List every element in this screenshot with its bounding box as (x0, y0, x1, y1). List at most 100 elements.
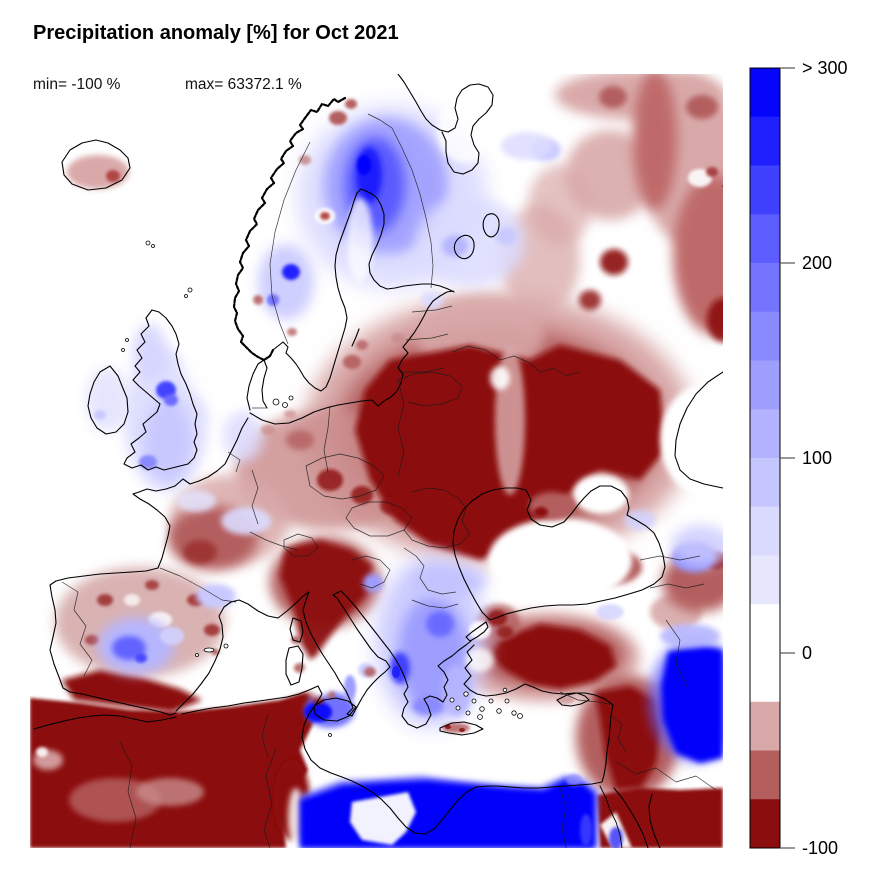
anomaly-field-blob (344, 675, 356, 701)
coast-turkey-levant (463, 644, 614, 789)
anomaly-field-blob (139, 455, 157, 469)
colorbar-segment (750, 263, 780, 313)
coast-sinai (613, 787, 661, 848)
anomaly-field-blob (356, 147, 382, 203)
anomaly-field-blob (135, 653, 147, 663)
anomaly-field-blob (164, 394, 178, 406)
anomaly-field-blob (133, 324, 167, 380)
coast-norway-fjords (232, 96, 347, 362)
anomaly-field-blob (261, 425, 275, 435)
colorbar-tick-label: 200 (802, 253, 832, 273)
island-corsica (289, 617, 304, 643)
coast-west-europe (49, 417, 249, 716)
anomaly-field-blob (180, 297, 270, 407)
anomaly-field-blob (350, 792, 416, 845)
coast-scandinavia (272, 188, 455, 392)
colorbar-segment (750, 701, 780, 751)
island-sicily (313, 697, 357, 722)
anomaly-field-blob (94, 410, 106, 420)
coast-arctic-ne (722, 185, 723, 188)
anomaly-field-blob (501, 132, 553, 160)
anomaly-field-blob (495, 227, 517, 245)
anomaly-field-blob (529, 492, 575, 520)
coast-iceland (61, 139, 131, 191)
anomaly-field-blob (596, 604, 624, 620)
anomaly-field-blob (86, 368, 130, 432)
anomaly-field-blob (411, 564, 487, 598)
anomaly-field-blob (600, 249, 628, 275)
anomaly-field-blob (661, 645, 723, 763)
colorbar-segment (750, 458, 780, 508)
anomaly-field-blob (282, 264, 300, 280)
anomaly-field-blob (426, 611, 454, 637)
min-value-label: min= -100 % (33, 76, 121, 93)
anomaly-field-blob (357, 155, 371, 175)
colorbar-tick-label: 0 (802, 643, 812, 663)
anomaly-field-blob (183, 540, 217, 564)
colorbar-segment (750, 409, 780, 459)
anomaly-field-layer (30, 74, 723, 848)
anomaly-field-blob (671, 525, 723, 567)
lake-ladoga (453, 234, 475, 260)
anomaly-field-blob (466, 648, 494, 672)
anomaly-field-blob (566, 774, 582, 786)
anomaly-field-blob (223, 410, 263, 462)
colorbar-segment (750, 653, 780, 703)
anomaly-field-blob (579, 290, 601, 310)
anomaly-field-blob (497, 626, 513, 638)
coast-caspian (674, 371, 723, 489)
anomaly-field-blob (686, 95, 718, 119)
anomaly-field-blob (286, 430, 314, 450)
minmax-annotation: min= -100 % max= 63372.1 % (33, 76, 302, 94)
anomaly-field-blob (488, 518, 632, 602)
anomaly-field-blob (364, 667, 376, 677)
coast-africa-mediterranean (181, 685, 489, 835)
anomaly-field-blob (287, 328, 297, 336)
colorbar-tick-label: -100 (802, 838, 838, 858)
anomaly-field-blob (363, 574, 383, 592)
colorbar-segment (750, 604, 780, 654)
anomaly-field-blob (660, 385, 723, 495)
anomaly-field-blob (136, 778, 204, 806)
anomaly-field-blob (596, 788, 723, 848)
colorbar-tick-label: 100 (802, 448, 832, 468)
anomaly-field-blob (707, 298, 723, 342)
colorbar-segment (750, 555, 780, 605)
island-cyprus (556, 692, 590, 707)
anomaly-field-blob (445, 725, 451, 729)
anomaly-field-blob (430, 732, 506, 768)
coast-marmara (465, 621, 489, 642)
anomaly-field-blob (302, 658, 334, 698)
anomaly-field-blob (391, 333, 405, 343)
anomaly-field-blob (221, 507, 271, 535)
anomaly-field-blob (294, 663, 306, 673)
island-sardinia (285, 645, 304, 686)
anomaly-field-blob (335, 714, 445, 762)
colorbar-segment (750, 750, 780, 800)
anomaly-field-blob (225, 622, 285, 658)
anomaly-field-blob (442, 665, 472, 717)
colorbar-tick-label: > 300 (802, 58, 848, 78)
anomaly-field-blob (633, 74, 677, 210)
anomaly-field-blob (392, 666, 400, 678)
page-title: Precipitation anomaly [%] for Oct 2021 (33, 22, 399, 44)
colorbar-segment (750, 360, 780, 410)
anomaly-field-blob (415, 197, 525, 287)
anomaly-field-blob (329, 111, 347, 125)
anomaly-field-blob (573, 474, 629, 514)
anomaly-field-blob (36, 747, 48, 757)
anomaly-field-blob (580, 814, 592, 846)
anomaly-field-blob (490, 624, 616, 689)
colorbar-segment (750, 68, 780, 118)
coast-great-britain (123, 309, 198, 471)
anomaly-field-blob (258, 244, 314, 320)
max-value-label: max= 63372.1 % (185, 76, 302, 93)
anomaly-field-blob (459, 728, 465, 732)
lake-onega (482, 213, 500, 238)
borders-layer (61, 113, 717, 848)
anomaly-field-blob (317, 469, 343, 491)
anomaly-field-blob (599, 86, 627, 108)
anomaly-field-blob (62, 670, 202, 712)
